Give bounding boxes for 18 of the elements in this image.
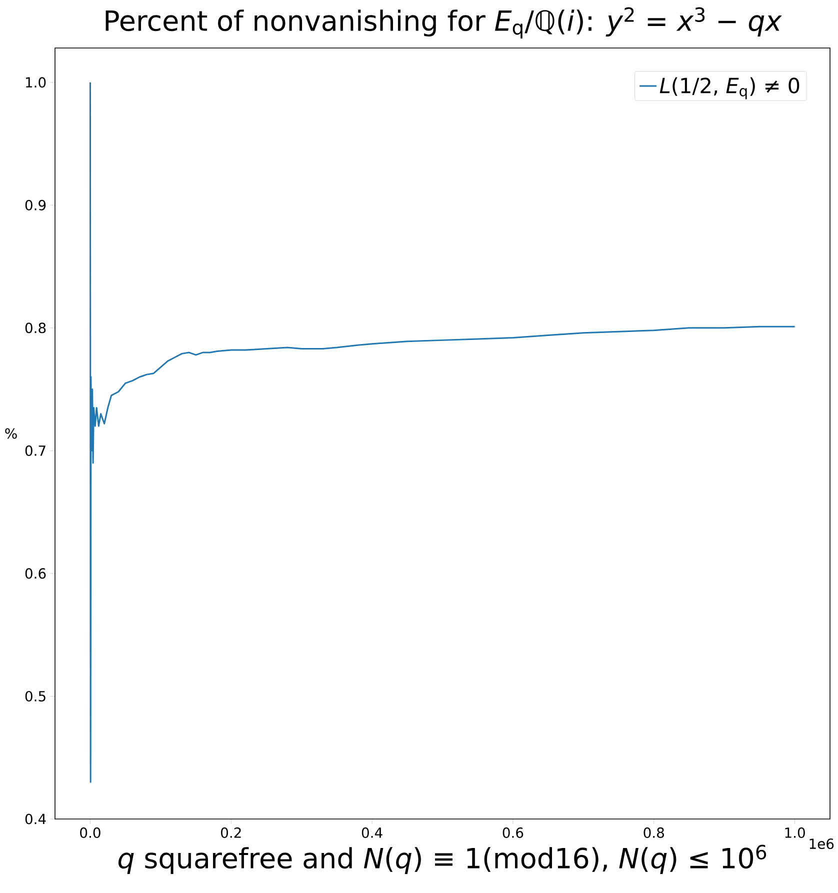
text: q squarefree and N(q) ≡ 1(mod16), N(q) ≤ 10$^{6}$ [118, 844, 766, 874]
x-tick-label: 0.0 [80, 827, 100, 838]
y-axis-title: % [5, 428, 17, 439]
y-tick-label: 0.8 [25, 322, 46, 334]
x-tick-label: 0.2 [221, 827, 241, 838]
chart-title: Percent of nonvanishing for E$_{q}$/ℚ(i): y$^{2}$ = x$^{3}$ − qx [106, 7, 782, 38]
y-tick-label: 0.9 [25, 200, 46, 210]
y-tick-label: 0.6 [25, 568, 46, 579]
x-tick-label: 1.0 [785, 827, 805, 838]
x-tick-label: 0.4 [362, 827, 382, 838]
x-tick-label: 0.8 [644, 827, 664, 838]
y-tick-label: 0.5 [25, 690, 46, 702]
text: 1e6 [810, 838, 834, 850]
x-tick-label: 0.6 [502, 827, 524, 838]
legend-label: L(1/2, E$_{q}$) ≠ 0 [660, 77, 800, 100]
y-tick-label: 0.4 [25, 814, 46, 824]
y-tick-label: 1.0 [26, 77, 46, 88]
y-tick-label: 0.7 [25, 445, 46, 456]
